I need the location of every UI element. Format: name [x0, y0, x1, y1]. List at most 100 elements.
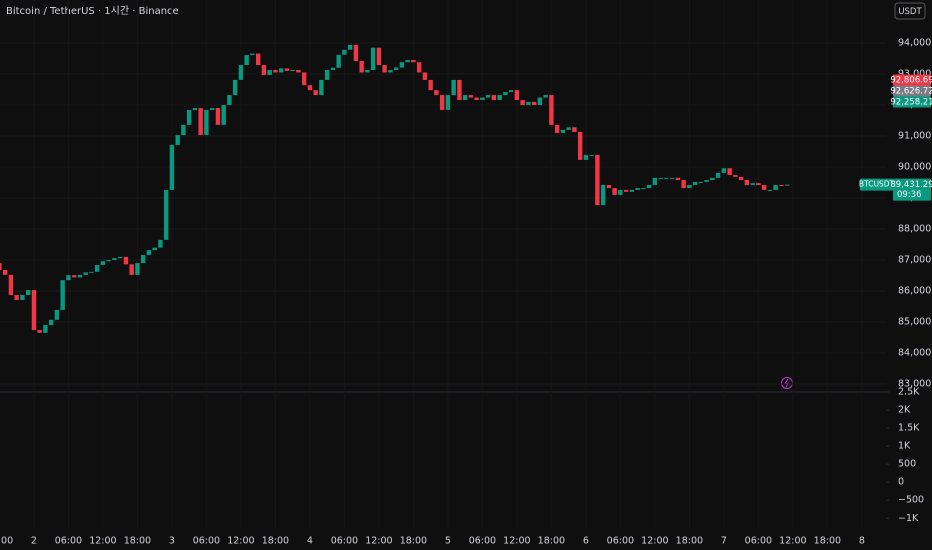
price-label-box — [893, 85, 931, 97]
candle — [31, 290, 37, 331]
x-tick-label: 18:00 — [814, 536, 841, 547]
candle — [255, 53, 261, 66]
candle — [508, 90, 514, 92]
x-tick-label: 18:00 — [538, 536, 565, 547]
candle — [641, 188, 646, 190]
candle — [577, 131, 583, 160]
currency-button[interactable] — [894, 2, 926, 20]
last-price-label: 89,431.29 — [890, 180, 932, 190]
candle — [560, 129, 566, 133]
candle — [595, 154, 600, 206]
candle — [14, 295, 19, 300]
candle — [468, 95, 474, 98]
x-tick-label: 2 — [31, 536, 37, 547]
candle — [135, 263, 140, 275]
y-tick-label: 94,000.00 — [898, 37, 932, 48]
y-tick-label: 85,000.00 — [898, 317, 932, 328]
candle — [474, 97, 479, 101]
y-tick-label: 91,000.00 — [898, 130, 932, 141]
candle — [784, 184, 790, 186]
candle — [227, 95, 232, 105]
candle — [267, 69, 272, 75]
candle — [37, 330, 42, 333]
candle — [330, 67, 336, 70]
candle — [600, 184, 606, 206]
last-price-box — [893, 178, 931, 201]
candle — [94, 264, 100, 272]
y-tick-label: 90,000.00 — [898, 161, 932, 172]
candle — [278, 68, 284, 73]
candle — [704, 180, 709, 182]
candle — [8, 274, 14, 296]
candle — [618, 189, 623, 195]
candle — [146, 250, 152, 256]
currency-label[interactable]: USDT — [898, 7, 922, 17]
candle — [353, 44, 359, 61]
candle — [681, 180, 686, 189]
candle — [652, 177, 658, 185]
x-tick-label: 18:00 — [262, 536, 289, 547]
candle — [342, 49, 347, 55]
candle — [497, 95, 502, 101]
candle — [77, 274, 83, 278]
candle — [451, 79, 456, 96]
x-tick-label: 18:00 — [676, 536, 703, 547]
x-tick-label: 06:00 — [331, 536, 358, 547]
candle — [572, 127, 577, 132]
x-tick-label: 18:00 — [0, 536, 13, 547]
candle — [112, 258, 117, 261]
candle — [664, 177, 669, 179]
candle — [543, 95, 548, 98]
candle — [491, 95, 497, 101]
candle — [646, 184, 652, 189]
candle — [612, 188, 617, 195]
candle — [71, 275, 77, 278]
candle — [566, 127, 571, 130]
candle — [629, 189, 635, 192]
x-tick-label: 8 — [859, 536, 865, 547]
candle — [175, 135, 180, 145]
candle — [589, 154, 594, 156]
candle — [520, 100, 525, 105]
y-tick-label: 87,000.00 — [898, 255, 932, 266]
candle — [209, 108, 215, 110]
candle — [25, 290, 31, 296]
y-tick-label: 83,000.00 — [898, 379, 932, 390]
x-tick-label: 12:00 — [365, 536, 392, 547]
x-tick-label: 4 — [307, 536, 313, 547]
candle — [526, 101, 531, 105]
candle — [0, 263, 2, 270]
candle — [761, 184, 767, 190]
candle — [198, 108, 203, 136]
candle — [779, 184, 784, 186]
x-tick-label: 18:00 — [400, 536, 427, 547]
candle — [480, 97, 485, 101]
candle — [606, 184, 612, 189]
candle — [514, 90, 520, 101]
candle — [284, 68, 290, 71]
candle — [715, 172, 721, 178]
candle — [434, 90, 439, 96]
y-tick-label: 0 — [898, 477, 904, 488]
chart-title: Bitcoin / TetherUS · 1시간 · Binance — [6, 5, 179, 17]
x-tick-label: 06:00 — [469, 536, 496, 547]
candle — [319, 79, 324, 96]
candle — [457, 79, 462, 101]
y-tick-label: −1K — [898, 513, 919, 524]
x-tick-label: 06:00 — [607, 536, 634, 547]
candle — [359, 60, 364, 73]
candle — [445, 95, 451, 110]
candle — [549, 95, 554, 125]
candle — [324, 69, 330, 80]
candle — [232, 79, 238, 96]
candle — [405, 60, 410, 63]
candle — [215, 108, 221, 125]
x-tick-label: 12:00 — [779, 536, 806, 547]
x-tick-label: 06:00 — [745, 536, 772, 547]
candle — [462, 95, 468, 101]
candle — [100, 261, 106, 265]
candle — [738, 176, 744, 181]
x-tick-label: 18:00 — [124, 536, 151, 547]
candle — [382, 65, 387, 73]
